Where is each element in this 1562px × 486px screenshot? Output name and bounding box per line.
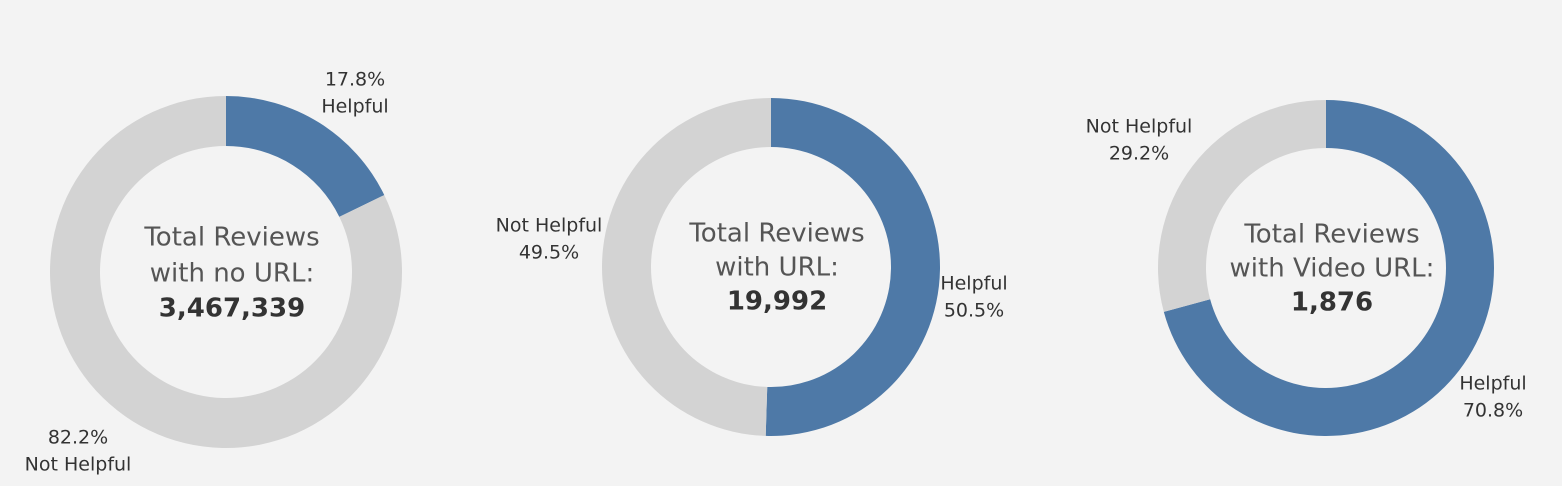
center-total-value: 19,992 [727, 287, 827, 317]
slice-name-label: Not Helpful [25, 454, 132, 476]
slice-name-label: Not Helpful [1086, 116, 1193, 138]
center-title-line-1: Total Reviews [1243, 220, 1419, 250]
slice-name-label: Helpful [1459, 373, 1526, 395]
slice-percent-label: 17.8% [325, 69, 385, 91]
center-total-value: 1,876 [1291, 288, 1373, 318]
slice-helpful [765, 98, 941, 436]
center-title-line-1: Total Reviews [143, 223, 319, 253]
center-title-line-2: with no URL: [150, 259, 314, 289]
donut-video-url: Helpful 70.8% Not Helpful 29.2% Total Review… [1086, 100, 1527, 436]
center-title-line-2: with Video URL: [1230, 254, 1435, 284]
donut-url: Helpful 50.5% Not Helpful 49.5% Total Review… [496, 98, 1008, 436]
slice-name-label: Not Helpful [496, 215, 603, 237]
slice-helpful [226, 96, 385, 217]
donut-no-url: 17.8% Helpful 82.2% Not Helpful Total Review… [25, 69, 403, 476]
slice-percent-label: 29.2% [1109, 143, 1169, 165]
slice-percent-label: 49.5% [519, 242, 579, 264]
slice-name-label: Helpful [940, 273, 1007, 295]
slice-percent-label: 70.8% [1463, 400, 1523, 422]
slice-not-helpful [602, 98, 771, 436]
center-title-line-2: with URL: [715, 253, 839, 283]
slice-percent-label: 50.5% [944, 300, 1004, 322]
slice-percent-label: 82.2% [48, 427, 108, 449]
center-total-value: 3,467,339 [159, 294, 305, 324]
slice-not-helpful [1158, 100, 1326, 312]
center-title-line-1: Total Reviews [688, 219, 864, 249]
slice-name-label: Helpful [321, 96, 388, 118]
